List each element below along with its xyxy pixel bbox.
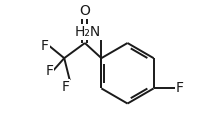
Text: H: H xyxy=(91,25,101,39)
Text: O: O xyxy=(79,4,90,18)
Text: F: F xyxy=(45,64,53,78)
Text: F: F xyxy=(41,39,49,53)
Text: F: F xyxy=(62,80,70,94)
Text: H₂N: H₂N xyxy=(75,25,101,39)
Text: F: F xyxy=(176,81,184,95)
